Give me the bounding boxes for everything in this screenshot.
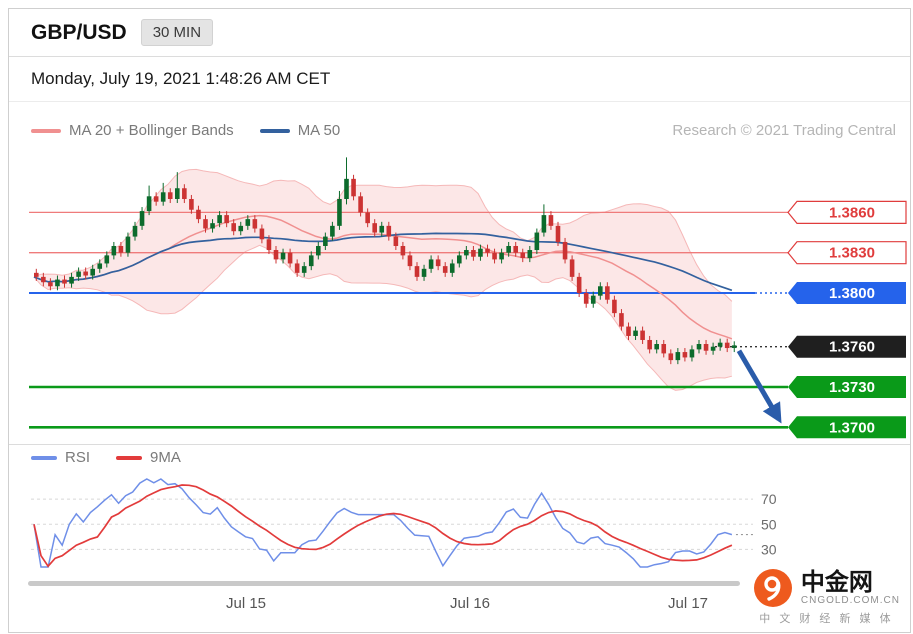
forecast-arrow — [736, 349, 782, 424]
rsi-legend-label: RSI — [65, 449, 91, 466]
x-axis-label: Jul 16 — [449, 595, 491, 612]
price-level-tag — [788, 376, 906, 398]
price-level-tag — [787, 241, 907, 265]
legend-9ma: 9MA — [116, 449, 181, 466]
ma50-legend-label: MA 50 — [297, 122, 341, 139]
cngold-watermark: 中金网 CNGOLD.COM.CN 中 文 财 经 新 媒 体 — [744, 566, 908, 630]
price-level-tag — [788, 416, 906, 439]
legend-ma50: MA 50 — [259, 122, 341, 139]
rsi-9ma-legend-label: 9MA — [150, 449, 181, 466]
price-level-label: 1.3860 — [829, 204, 875, 221]
legend-ma20-bollinger: MA 20 + Bollinger Bands — [31, 122, 234, 139]
chart-report-page: GBP/USD 30 MIN Monday, July 19, 2021 1:4… — [8, 8, 911, 633]
brand-site: CNGOLD.COM.CN — [800, 595, 900, 607]
symbol-title: GBP/USD — [31, 20, 127, 44]
price-level-tag — [788, 282, 906, 304]
rsi-gridline-label: 30 — [761, 541, 777, 557]
ma50-line — [33, 232, 733, 292]
rsi-legend: RSI 9MA — [31, 449, 896, 466]
price-level-tag — [787, 200, 907, 225]
price-level-label: 1.3700 — [829, 419, 875, 436]
rsi-gridline-label: 70 — [761, 491, 777, 507]
research-credit: Research © 2021 Trading Central — [672, 122, 896, 139]
brand-name: 中金网 — [800, 568, 873, 596]
rsi-swatch-icon — [31, 455, 57, 460]
report-datetime: Monday, July 19, 2021 1:48:26 AM CET — [9, 57, 910, 102]
timeline-scrollbar[interactable] — [28, 581, 740, 586]
time-axis: Jul 15 Jul 16 Jul 17 — [9, 573, 910, 630]
bollinger-lower-line — [33, 244, 733, 391]
chart-header: GBP/USD 30 MIN — [9, 9, 910, 57]
price-level-label: 1.3800 — [829, 285, 875, 302]
candlestick-chart: 1.3860 1.3830 1.3800 1.3760 1.3730 1.3700 — [29, 157, 907, 439]
rsi-9ma-swatch-icon — [116, 455, 143, 460]
bollinger-band — [34, 169, 732, 391]
price-chart-legend: MA 20 + Bollinger Bands MA 50 Research ©… — [31, 122, 896, 139]
legend-rsi: RSI — [31, 449, 90, 466]
rsi-panel: RSI 9MA 70 50 30 — [9, 445, 910, 573]
price-level-label: 1.3760 — [829, 339, 875, 356]
rsi-9ma-line — [33, 484, 733, 568]
cngold-logo-icon — [753, 569, 792, 607]
candlestick-series — [34, 157, 737, 365]
rsi-line — [33, 478, 733, 568]
price-level-label: 1.3730 — [829, 379, 875, 396]
rsi-chart: 70 50 30 — [31, 478, 777, 568]
timeframe-badge: 30 MIN — [140, 19, 214, 46]
price-level-label: 1.3830 — [829, 245, 875, 262]
x-axis-label: Jul 15 — [225, 595, 267, 612]
x-axis-label: Jul 17 — [667, 595, 709, 612]
brand-tagline: 中 文 财 经 新 媒 体 — [759, 613, 894, 625]
ma20-swatch-icon — [31, 128, 61, 133]
ma20-legend-label: MA 20 + Bollinger Bands — [69, 122, 234, 139]
price-chart-panel: MA 20 + Bollinger Bands MA 50 Research ©… — [9, 102, 910, 445]
ma50-swatch-icon — [259, 128, 290, 133]
price-level-tag — [788, 335, 906, 358]
rsi-gridline-label: 50 — [761, 516, 777, 532]
